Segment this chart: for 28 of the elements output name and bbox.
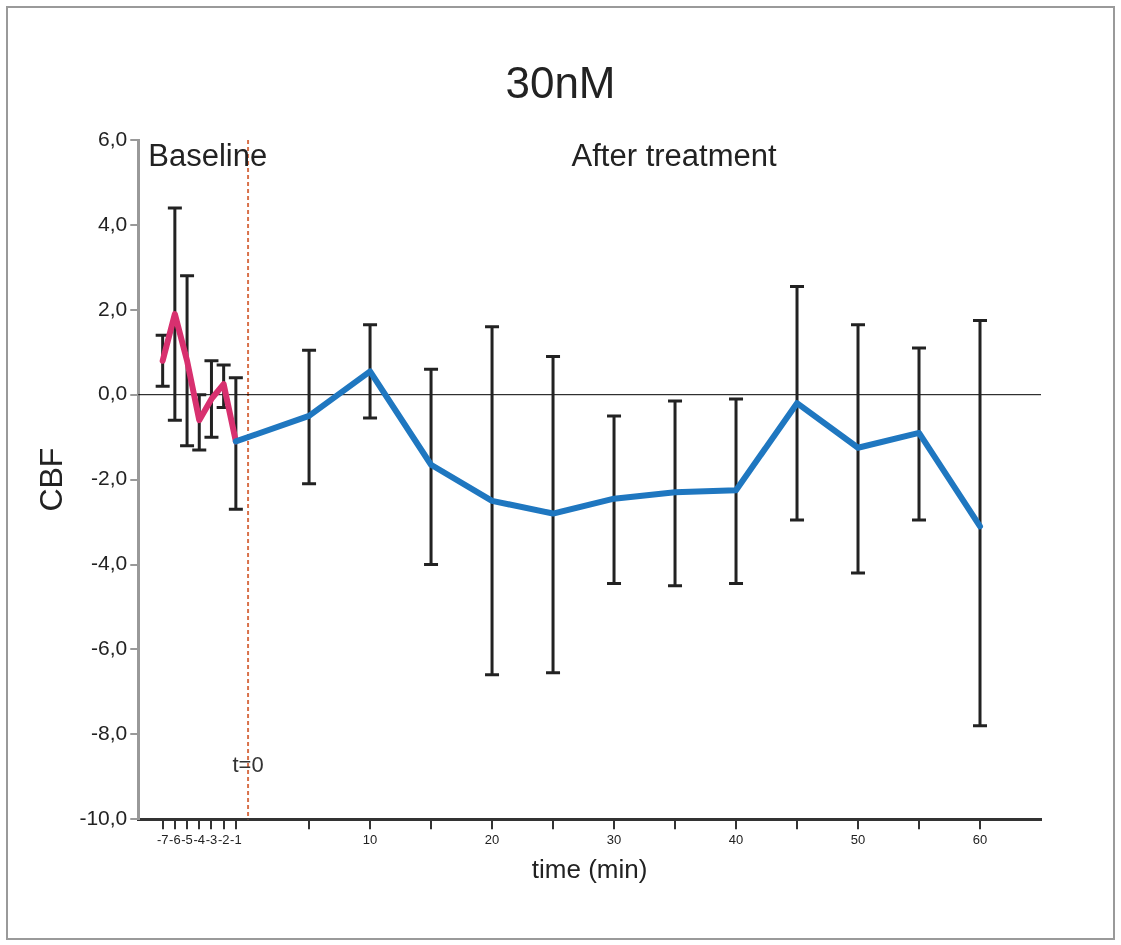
x-tick-label: 10 [362, 831, 378, 847]
x-tick-label: -6 [169, 831, 181, 847]
y-tick-label: 6,0 [98, 126, 128, 150]
y-tick-label: -4,0 [91, 551, 128, 575]
y-tick-label: -10,0 [79, 806, 128, 829]
y-tick-label: 4,0 [98, 211, 128, 235]
x-tick-label: 30 [606, 831, 622, 847]
chart-title: 30nM [504, 58, 617, 108]
x-tick-label: -4 [193, 831, 206, 847]
x-tick-label: 60 [972, 831, 988, 847]
x-tick-label: -1 [230, 831, 242, 847]
ref-line-label: t=0 [232, 751, 264, 777]
x-tick-label: 20 [484, 831, 500, 847]
x-axis-title: time (min) [531, 853, 648, 884]
y-tick-label: 2,0 [98, 296, 128, 320]
annotation: Baseline [148, 138, 268, 174]
y-tick-label: 0,0 [98, 381, 128, 405]
y-tick-label: -8,0 [91, 721, 128, 745]
x-tick-label: -3 [205, 831, 218, 847]
x-tick-label: 50 [850, 831, 866, 847]
y-tick-label: -2,0 [91, 466, 128, 490]
x-tick-label: -5 [181, 831, 193, 847]
y-tick-label: -6,0 [91, 636, 128, 660]
y-axis-title: CBF [33, 447, 70, 512]
x-tick-label: 40 [728, 831, 744, 847]
x-tick-label: -7 [156, 831, 169, 847]
annotation: After treatment [571, 138, 777, 174]
x-tick-label: -2 [217, 831, 230, 847]
